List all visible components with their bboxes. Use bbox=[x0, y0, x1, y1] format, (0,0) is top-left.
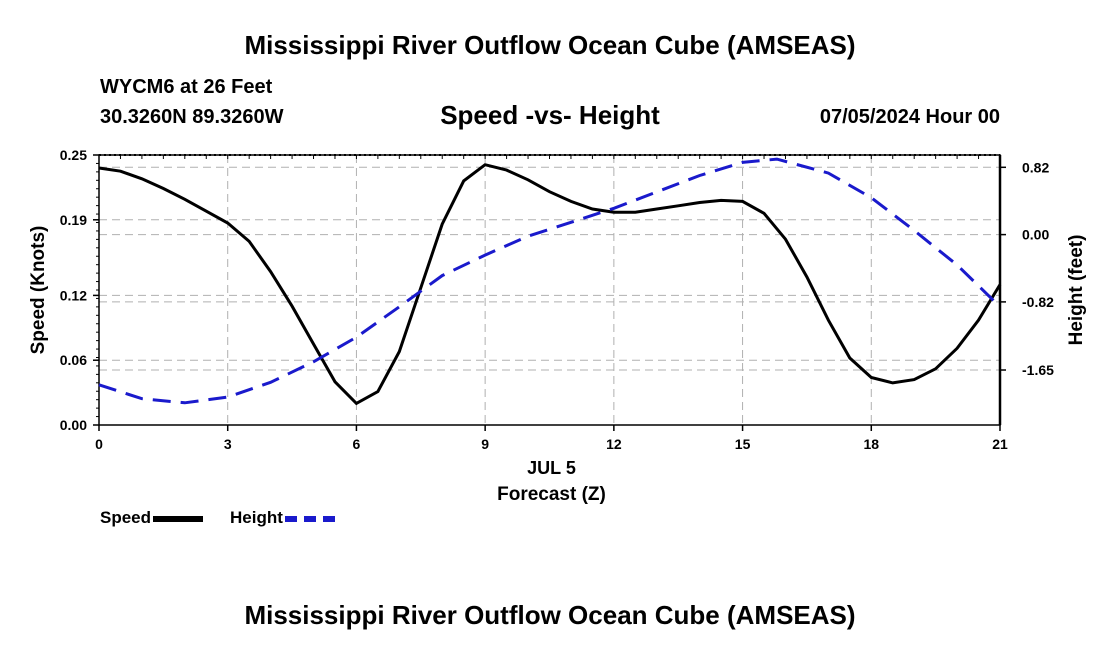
coordinates-label: 30.3260N 89.3260W bbox=[100, 106, 284, 128]
legend-speed: Speed bbox=[100, 508, 204, 528]
y-axis-right: 0.82 0.00 -0.82 -1.65 bbox=[998, 155, 1054, 425]
y-tick-label: 0.00 bbox=[60, 417, 87, 433]
legend-height-label: Height bbox=[230, 508, 283, 527]
chart-subtitle: Speed -vs- Height bbox=[440, 100, 660, 130]
y-axis-title: Speed (Knots) bbox=[28, 226, 49, 355]
x-axis: 0 3 6 9 12 15 18 21 bbox=[95, 155, 1008, 452]
legend-speed-label: Speed bbox=[100, 508, 152, 527]
station-label: WYCM6 at 26 Feet bbox=[100, 76, 273, 98]
x-tick-label: 0 bbox=[95, 436, 103, 452]
y-tick-label: 0.19 bbox=[60, 212, 87, 228]
y2-tick-label: 0.82 bbox=[1022, 159, 1049, 175]
datetime-label: 07/05/2024 Hour 00 bbox=[819, 106, 1000, 128]
x-tick-label: 18 bbox=[863, 436, 879, 452]
height-series-line bbox=[98, 157, 1002, 405]
y-axis-left: 0.00 0.06 0.12 0.19 0.25 bbox=[60, 147, 99, 433]
y-tick-label: 0.12 bbox=[60, 287, 87, 303]
y2-tick-label: -1.65 bbox=[1022, 362, 1054, 378]
x-tick-label: 3 bbox=[224, 436, 232, 452]
y2-axis-title: Height (feet) bbox=[1066, 235, 1087, 346]
y2-tick-label: 0.00 bbox=[1022, 227, 1049, 243]
grid-lines bbox=[99, 154, 1000, 425]
y2-tick-label: -0.82 bbox=[1022, 294, 1054, 310]
chart-title: Mississippi River Outflow Ocean Cube (AM… bbox=[244, 30, 856, 60]
x-tick-label: 15 bbox=[735, 436, 751, 452]
speed-series-line bbox=[98, 163, 1002, 406]
x-tick-label: 6 bbox=[353, 436, 361, 452]
y-tick-label: 0.06 bbox=[60, 352, 87, 368]
y-tick-label: 0.25 bbox=[60, 147, 87, 163]
x-axis-title: Forecast (Z) bbox=[497, 484, 606, 505]
x-axis-date-label: JUL 5 bbox=[527, 458, 576, 478]
x-tick-label: 9 bbox=[481, 436, 489, 452]
plot-frame bbox=[98, 154, 1001, 426]
legend-speed-swatch bbox=[153, 515, 204, 522]
x-tick-label: 21 bbox=[992, 436, 1008, 452]
footer-title: Mississippi River Outflow Ocean Cube (AM… bbox=[244, 600, 856, 630]
legend-height: Height bbox=[230, 508, 335, 528]
x-tick-label: 12 bbox=[606, 436, 622, 452]
legend-height-swatch bbox=[284, 515, 335, 522]
